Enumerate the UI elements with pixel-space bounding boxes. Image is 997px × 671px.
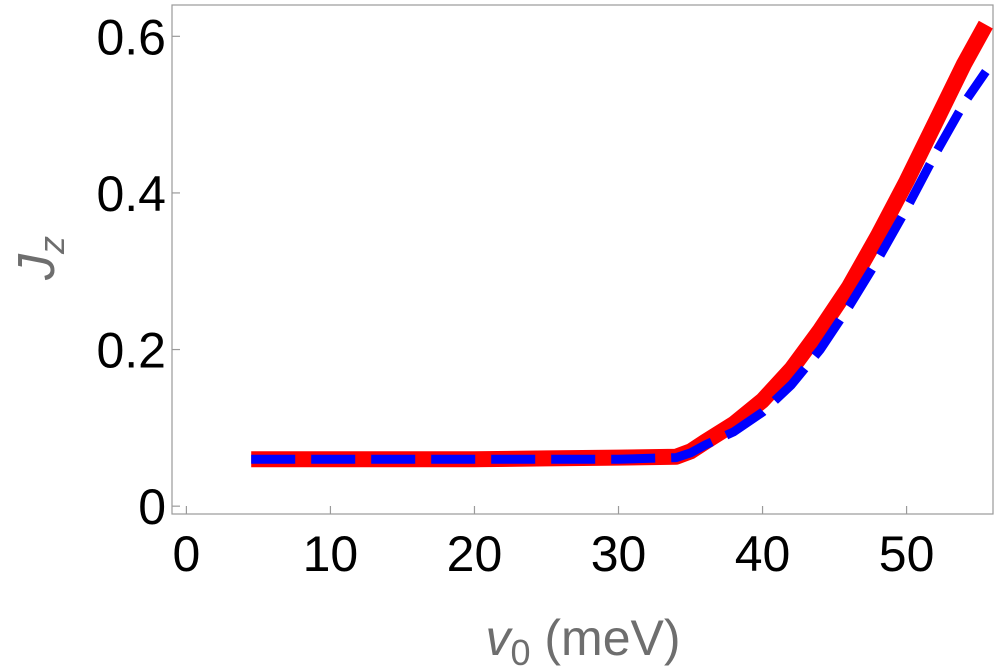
- x-axis-label-subscript: 0: [510, 632, 530, 671]
- y-tick-label: 0.6: [96, 9, 166, 65]
- series-line-solid-red: [251, 20, 993, 468]
- x-axis-label-unit: (meV): [531, 610, 681, 666]
- y-tick-label: 0: [138, 479, 166, 535]
- x-tick-label: 20: [447, 526, 503, 582]
- y-tick-label: 0.2: [96, 323, 166, 379]
- x-tick-label: 10: [303, 526, 359, 582]
- y-axis-ticks: 0 0.2 0.4 0.6: [96, 9, 180, 535]
- y-axis-label: Jz: [8, 236, 72, 281]
- series-line-dashed-blue: [251, 69, 990, 464]
- x-axis-ticks: 0 10 20 30 40 50: [172, 506, 934, 582]
- y-axis-label-subscript: z: [31, 236, 72, 255]
- y-axis-label-symbol: J: [8, 253, 66, 281]
- series-layer: [251, 20, 993, 468]
- x-axis-label: v0 (meV): [485, 610, 680, 671]
- x-tick-label: 50: [879, 526, 935, 582]
- plot-frame: [171, 4, 994, 515]
- x-axis-label-symbol: v: [485, 610, 513, 666]
- y-tick-label: 0.4: [96, 166, 166, 222]
- x-tick-label: 40: [735, 526, 791, 582]
- x-tick-label: 0: [172, 526, 200, 582]
- x-tick-label: 30: [591, 526, 647, 582]
